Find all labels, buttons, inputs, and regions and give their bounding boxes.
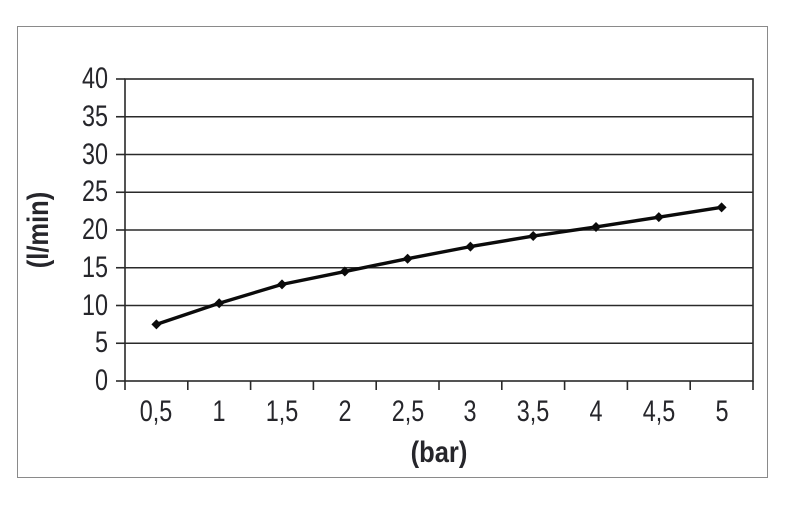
data-point-marker	[716, 202, 727, 213]
x-tick-label-0,5: 0,5	[140, 395, 173, 428]
data-point-marker	[528, 231, 539, 242]
data-point-marker	[339, 266, 350, 277]
data-point-marker	[465, 241, 476, 252]
x-tick-label-2,5: 2,5	[391, 395, 424, 428]
y-axis-title: (l/min)	[22, 191, 55, 269]
data-point-marker	[653, 212, 664, 223]
y-tick-label-0: 0	[94, 364, 108, 397]
y-tick-label-35: 35	[81, 99, 108, 133]
x-tick-label-2: 2	[338, 395, 352, 428]
y-tick-label-20: 20	[81, 213, 108, 246]
data-point-marker	[151, 319, 162, 330]
y-tick-label-30: 30	[81, 137, 108, 171]
data-point-marker	[214, 298, 225, 309]
x-tick-label-1: 1	[212, 395, 226, 428]
x-axis-title: (bar)	[410, 436, 468, 469]
y-tick-label-15: 15	[81, 250, 108, 284]
y-tick-label-25: 25	[81, 175, 108, 209]
figure-border	[17, 26, 768, 478]
x-tick-label-4,5: 4,5	[642, 395, 676, 428]
data-point-marker	[402, 253, 413, 264]
x-tick-label-3,5: 3,5	[516, 395, 550, 428]
y-tick-label-10: 10	[81, 288, 108, 322]
y-tick-label-5: 5	[94, 326, 108, 360]
x-tick-label-4: 4	[589, 395, 603, 428]
series-line-flow-rate-curve	[154, 205, 724, 327]
y-tick-label-40: 40	[81, 62, 108, 95]
data-point-marker	[277, 279, 287, 290]
x-tick-label-5: 5	[715, 395, 729, 428]
data-point-marker	[591, 221, 601, 232]
x-tick-label-1,5: 1,5	[265, 395, 299, 428]
x-tick-label-3: 3	[463, 395, 477, 428]
